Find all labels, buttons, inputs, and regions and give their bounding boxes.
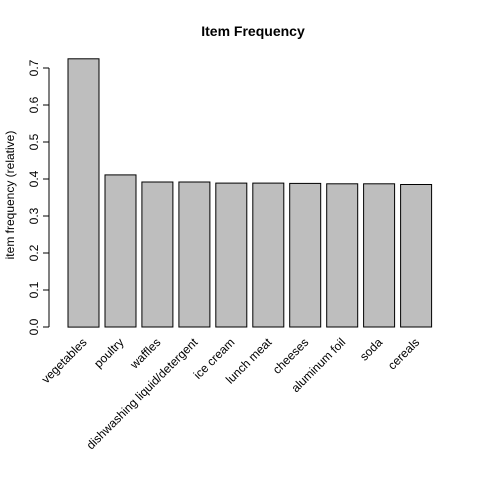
bar-9 bbox=[400, 184, 433, 328]
bar-0 bbox=[67, 58, 100, 328]
category-label: soda bbox=[357, 335, 386, 364]
y-axis-label: item frequency (relative) bbox=[3, 131, 17, 260]
category-label: poultry bbox=[91, 335, 126, 370]
y-tick-label: 0.0 bbox=[27, 318, 41, 335]
bar-1 bbox=[104, 174, 137, 328]
category-label: cereals bbox=[385, 335, 422, 372]
bar-3 bbox=[178, 181, 211, 328]
y-tick-label: 0.4 bbox=[27, 170, 41, 187]
y-tick-label: 0.7 bbox=[27, 59, 41, 76]
y-tick-label: 0.3 bbox=[27, 207, 41, 224]
y-tick-label: 0.6 bbox=[27, 96, 41, 113]
y-tick-label: 0.5 bbox=[27, 133, 41, 150]
bar-7 bbox=[326, 183, 359, 328]
y-tick-label: 0.2 bbox=[27, 244, 41, 261]
bar-5 bbox=[252, 182, 285, 328]
bar-4 bbox=[215, 182, 248, 328]
chart-title: Item Frequency bbox=[201, 23, 305, 39]
bar-2 bbox=[141, 181, 174, 328]
y-axis: 0.0 0.1 0.2 0.3 0.4 0.5 0.6 0.7 bbox=[27, 59, 50, 335]
bar-8 bbox=[363, 183, 396, 328]
bar-6 bbox=[289, 182, 322, 328]
bars-group bbox=[67, 58, 433, 328]
category-label: vegetables bbox=[39, 335, 90, 386]
y-tick-label: 0.1 bbox=[27, 281, 41, 298]
